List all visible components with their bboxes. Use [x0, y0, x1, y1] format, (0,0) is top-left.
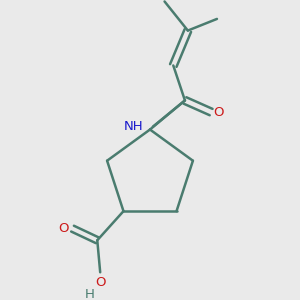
Text: H: H: [85, 288, 95, 300]
Text: NH: NH: [124, 120, 144, 133]
Text: O: O: [95, 276, 105, 289]
Text: O: O: [58, 222, 69, 235]
Text: O: O: [213, 106, 224, 118]
